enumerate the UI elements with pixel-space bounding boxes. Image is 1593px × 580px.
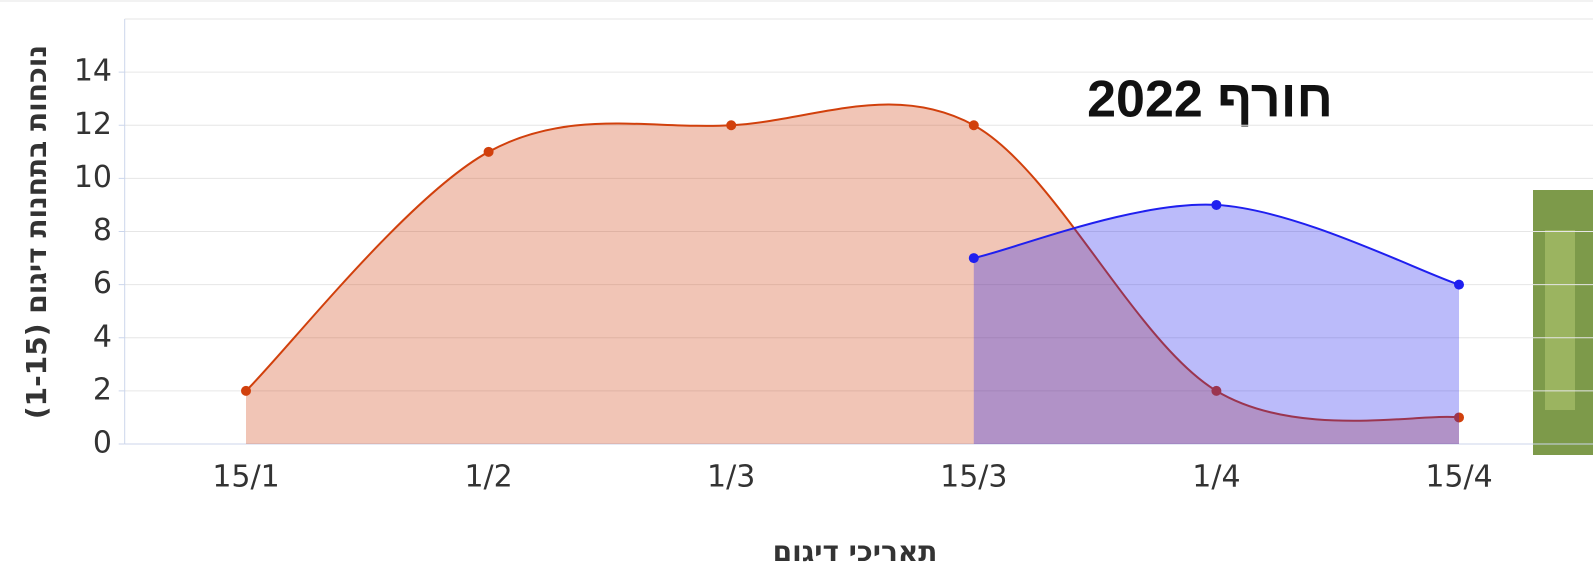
y-tick-label: 14: [74, 54, 112, 89]
area: [246, 104, 1459, 444]
point: [1454, 279, 1464, 290]
y-tick-label: 8: [93, 213, 112, 248]
x-tick-label: 1/2: [464, 460, 512, 495]
chart-title: חורף 2022: [1087, 71, 1333, 129]
point: [968, 253, 979, 264]
y-tick-label: 10: [74, 160, 112, 195]
line: [245, 103, 1460, 422]
y-axis-title: נוכחות בתחנות דיגום (1-15): [20, 45, 53, 419]
point: [968, 120, 979, 131]
point: [726, 120, 737, 131]
point: [1211, 385, 1222, 396]
x-tick-label: 15/1: [212, 460, 279, 495]
x-axis-title: תאריכי דיגום: [773, 535, 938, 568]
x-tick-label: 1/3: [707, 460, 755, 495]
point: [1454, 412, 1464, 423]
x-tick-label: 15/3: [940, 460, 1007, 495]
y-tick-label: 6: [93, 266, 112, 301]
point: [1211, 199, 1222, 210]
point: [241, 385, 251, 396]
y-tick-label: 12: [74, 107, 112, 142]
point: [483, 146, 494, 157]
y-tick-label: 0: [93, 426, 112, 461]
y-tick-label: 4: [93, 319, 112, 354]
x-tick-label: 1/4: [1192, 460, 1240, 495]
y-tick-label: 2: [93, 372, 112, 407]
x-tick-label: 15/4: [1425, 460, 1492, 495]
photo-detail: [1545, 230, 1575, 410]
area: [973, 204, 1459, 444]
